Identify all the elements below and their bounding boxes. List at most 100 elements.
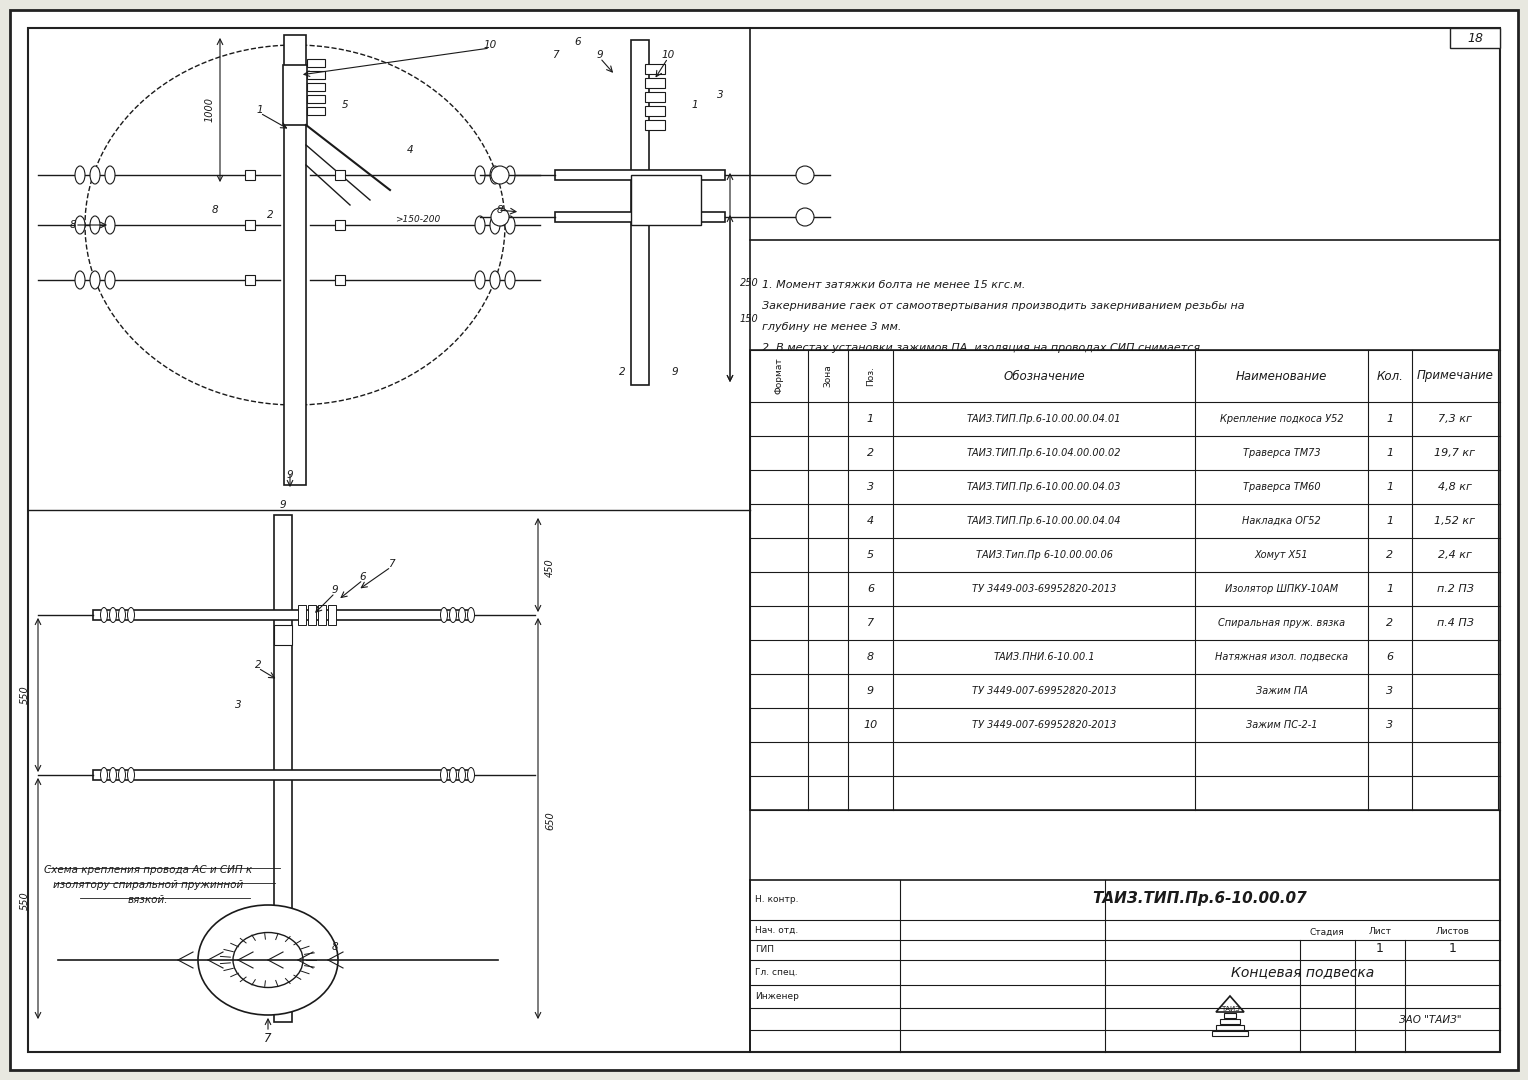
- Text: Поз.: Поз.: [866, 366, 876, 386]
- Text: 2: 2: [267, 210, 274, 220]
- Text: ГИП: ГИП: [755, 945, 775, 955]
- Text: Инженер: Инженер: [755, 993, 799, 1001]
- Ellipse shape: [475, 271, 484, 289]
- Text: ТУ 3449-007-69952820-2013: ТУ 3449-007-69952820-2013: [972, 720, 1115, 730]
- Bar: [244, 170, 255, 180]
- Text: 1: 1: [866, 414, 874, 424]
- Text: 6: 6: [866, 584, 874, 594]
- Text: ТАИЗ.Тип.Пр 6-10.00.00.06: ТАИЗ.Тип.Пр 6-10.00.00.06: [975, 550, 1112, 561]
- Ellipse shape: [105, 271, 115, 289]
- Bar: [329, 605, 336, 625]
- Text: 5: 5: [866, 550, 874, 561]
- Text: 3: 3: [235, 700, 241, 710]
- Bar: [631, 175, 701, 225]
- Bar: [298, 605, 306, 625]
- Bar: [244, 275, 255, 285]
- Text: 650: 650: [545, 812, 555, 831]
- Text: п.4 ПЗ: п.4 ПЗ: [1436, 618, 1473, 627]
- Bar: [645, 92, 665, 102]
- Bar: [307, 107, 325, 114]
- Bar: [274, 625, 292, 645]
- Text: Крепление подкоса У52: Крепление подкоса У52: [1219, 414, 1343, 424]
- Text: 1: 1: [1386, 448, 1394, 458]
- Text: 1. Момент затяжки болта не менее 15 кгс.м.: 1. Момент затяжки болта не менее 15 кгс.…: [762, 280, 1025, 291]
- Text: ТУ 3449-007-69952820-2013: ТУ 3449-007-69952820-2013: [972, 686, 1115, 696]
- Ellipse shape: [490, 216, 500, 234]
- Text: Изолятор ШПКУ-10АМ: Изолятор ШПКУ-10АМ: [1225, 584, 1339, 594]
- Text: ТАИЗ.ПНИ.6-10.00.1: ТАИЗ.ПНИ.6-10.00.1: [993, 652, 1096, 662]
- Ellipse shape: [468, 768, 475, 783]
- Ellipse shape: [490, 166, 500, 184]
- Text: 18: 18: [1467, 31, 1484, 44]
- Text: 9: 9: [866, 686, 874, 696]
- Text: ТАИЗ.ТИП.Пр.6-10.00.00.04.01: ТАИЗ.ТИП.Пр.6-10.00.00.04.01: [967, 414, 1122, 424]
- Text: Кол.: Кол.: [1377, 369, 1403, 382]
- Ellipse shape: [796, 166, 814, 184]
- Bar: [1219, 1020, 1241, 1024]
- Text: Зажим ПА: Зажим ПА: [1256, 686, 1308, 696]
- Ellipse shape: [119, 768, 125, 783]
- Ellipse shape: [796, 208, 814, 226]
- Bar: [307, 59, 325, 67]
- Text: Лист: Лист: [1369, 928, 1392, 936]
- Text: 3: 3: [1386, 686, 1394, 696]
- Ellipse shape: [75, 271, 86, 289]
- Ellipse shape: [105, 166, 115, 184]
- Text: 1: 1: [1377, 942, 1384, 955]
- Text: 7: 7: [264, 1031, 272, 1044]
- Text: 450: 450: [545, 558, 555, 577]
- Bar: [307, 71, 325, 79]
- Ellipse shape: [75, 216, 86, 234]
- Text: Хомут Х51: Хомут Х51: [1254, 550, 1308, 561]
- Ellipse shape: [90, 271, 99, 289]
- Text: Траверса ТМ73: Траверса ТМ73: [1242, 448, 1320, 458]
- Text: Схема крепления провода АС и СИП к: Схема крепления провода АС и СИП к: [44, 865, 252, 875]
- Bar: [307, 83, 325, 91]
- Text: 2: 2: [619, 367, 625, 377]
- Text: 1000: 1000: [205, 97, 215, 122]
- Bar: [274, 515, 292, 1022]
- Text: 10: 10: [863, 720, 877, 730]
- Ellipse shape: [90, 166, 99, 184]
- Ellipse shape: [449, 607, 457, 622]
- Text: Траверса ТМ60: Траверса ТМ60: [1242, 482, 1320, 492]
- Text: ЗАО "ТАИЗ": ЗАО "ТАИЗ": [1398, 1015, 1461, 1025]
- Bar: [555, 170, 724, 180]
- Text: 2: 2: [866, 448, 874, 458]
- Text: 1: 1: [1386, 516, 1394, 526]
- Bar: [645, 106, 665, 116]
- Bar: [307, 95, 325, 103]
- Text: 4: 4: [406, 145, 413, 156]
- Text: 7: 7: [866, 618, 874, 627]
- Bar: [335, 170, 345, 180]
- Text: 9: 9: [597, 50, 604, 60]
- Text: изолятору спиральной пружинной: изолятору спиральной пружинной: [53, 880, 243, 890]
- Ellipse shape: [490, 271, 500, 289]
- Text: 4: 4: [866, 516, 874, 526]
- Text: Нач. отд.: Нач. отд.: [755, 926, 798, 934]
- Text: Зона: Зона: [824, 365, 833, 388]
- Ellipse shape: [101, 607, 107, 622]
- Text: 6: 6: [359, 572, 367, 582]
- Bar: [1216, 1025, 1244, 1030]
- Text: ТАИЗ: ТАИЗ: [1221, 1005, 1239, 1012]
- Text: 2: 2: [1386, 618, 1394, 627]
- Text: 6: 6: [575, 37, 581, 48]
- Bar: [335, 220, 345, 230]
- Text: 3: 3: [1386, 720, 1394, 730]
- Ellipse shape: [440, 607, 448, 622]
- Ellipse shape: [440, 768, 448, 783]
- Text: 550: 550: [20, 892, 31, 910]
- Text: 9: 9: [287, 470, 293, 480]
- Text: 9: 9: [672, 367, 678, 377]
- Text: 6: 6: [1386, 652, 1394, 662]
- Ellipse shape: [110, 768, 116, 783]
- Text: 250: 250: [740, 278, 759, 287]
- Bar: [645, 64, 665, 75]
- Bar: [309, 605, 316, 625]
- Text: Концевая подвеска: Концевая подвеска: [1232, 966, 1374, 978]
- Bar: [645, 78, 665, 87]
- Text: 19,7 кг: 19,7 кг: [1435, 448, 1476, 458]
- Text: 9: 9: [332, 585, 338, 595]
- Bar: [93, 770, 474, 780]
